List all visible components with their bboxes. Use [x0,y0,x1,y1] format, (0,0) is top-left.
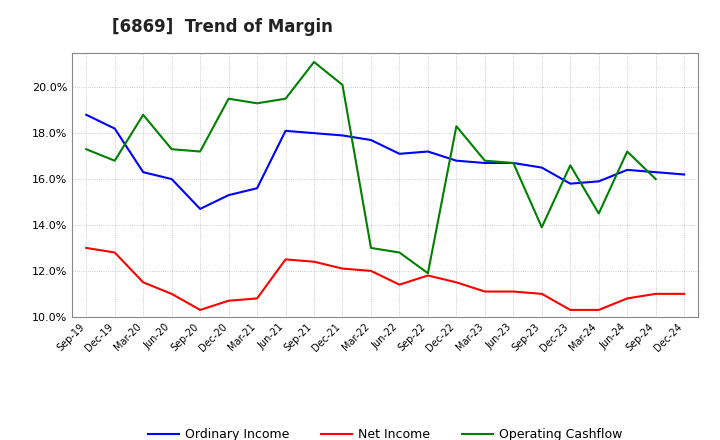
Line: Operating Cashflow: Operating Cashflow [86,62,656,273]
Line: Net Income: Net Income [86,248,684,310]
Operating Cashflow [366,245,375,250]
Ordinary Income [452,158,461,163]
Operating Cashflow [652,176,660,182]
Ordinary Income [196,206,204,212]
Ordinary Income [167,176,176,182]
Ordinary Income [423,149,432,154]
Net Income [595,307,603,312]
Operating Cashflow [110,158,119,163]
Net Income [139,280,148,285]
Operating Cashflow [480,158,489,163]
Net Income [566,307,575,312]
Net Income [253,296,261,301]
Operating Cashflow [452,124,461,129]
Operating Cashflow [537,225,546,230]
Net Income [167,291,176,297]
Net Income [537,291,546,297]
Net Income [225,298,233,303]
Ordinary Income [225,192,233,198]
Ordinary Income [623,167,631,172]
Net Income [310,259,318,264]
Operating Cashflow [623,149,631,154]
Ordinary Income [366,137,375,143]
Ordinary Income [139,169,148,175]
Net Income [623,296,631,301]
Net Income [680,291,688,297]
Operating Cashflow [509,160,518,165]
Net Income [652,291,660,297]
Operating Cashflow [167,147,176,152]
Ordinary Income [338,133,347,138]
Net Income [196,307,204,312]
Net Income [480,289,489,294]
Ordinary Income [110,126,119,131]
Net Income [282,257,290,262]
Ordinary Income [595,179,603,184]
Net Income [452,280,461,285]
Ordinary Income [509,160,518,165]
Ordinary Income [282,128,290,133]
Net Income [423,273,432,278]
Operating Cashflow [253,101,261,106]
Net Income [366,268,375,274]
Operating Cashflow [310,59,318,65]
Net Income [395,282,404,287]
Operating Cashflow [282,96,290,101]
Operating Cashflow [566,163,575,168]
Ordinary Income [652,169,660,175]
Operating Cashflow [423,271,432,276]
Ordinary Income [480,160,489,165]
Operating Cashflow [595,211,603,216]
Operating Cashflow [395,250,404,255]
Ordinary Income [395,151,404,157]
Net Income [82,245,91,250]
Ordinary Income [537,165,546,170]
Net Income [110,250,119,255]
Operating Cashflow [225,96,233,101]
Ordinary Income [82,112,91,117]
Ordinary Income [253,186,261,191]
Operating Cashflow [196,149,204,154]
Operating Cashflow [338,82,347,88]
Text: [6869]  Trend of Margin: [6869] Trend of Margin [112,18,333,36]
Ordinary Income [680,172,688,177]
Legend: Ordinary Income, Net Income, Operating Cashflow: Ordinary Income, Net Income, Operating C… [143,423,628,440]
Operating Cashflow [82,147,91,152]
Net Income [509,289,518,294]
Ordinary Income [566,181,575,186]
Line: Ordinary Income: Ordinary Income [86,115,684,209]
Operating Cashflow [139,112,148,117]
Net Income [338,266,347,271]
Ordinary Income [310,131,318,136]
